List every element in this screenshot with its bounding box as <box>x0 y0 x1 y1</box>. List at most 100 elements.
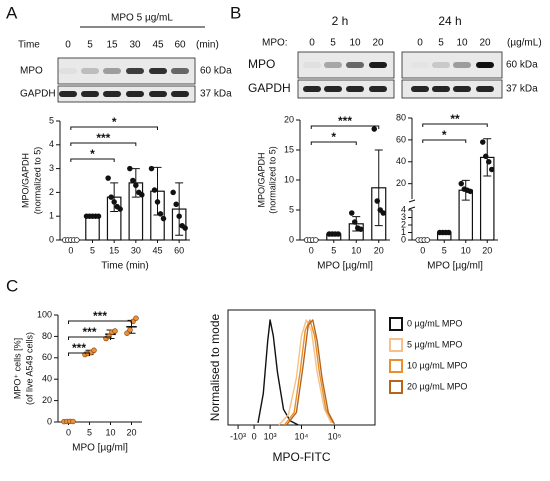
significance-bracket <box>68 352 90 356</box>
dose-tick: 10 <box>456 38 468 49</box>
blot-band <box>411 86 429 92</box>
data-point <box>371 126 378 132</box>
blot-band <box>324 86 342 92</box>
y-tick-label: 1 <box>401 227 406 237</box>
x-tick-label: 0 <box>420 245 425 255</box>
x-tick-label: 15 <box>109 245 119 255</box>
blot-row-size: 60 kDa <box>200 66 232 77</box>
y-tick-label: 1 <box>49 211 54 221</box>
blot-band <box>369 86 387 92</box>
significance-label: * <box>331 130 336 144</box>
blot-band <box>476 86 494 92</box>
blot-row-size: 37 kDa <box>506 84 538 95</box>
data-point <box>74 237 80 243</box>
data-point <box>380 210 387 216</box>
y-tick-label: 60 <box>42 352 52 362</box>
time-tick: 60 <box>174 40 186 51</box>
x-tick-label: 60 <box>174 245 184 255</box>
x-tick-label: 10 <box>105 427 115 437</box>
panel-label: B <box>230 3 241 22</box>
blot-band <box>59 68 77 74</box>
time-tick: 45 <box>152 40 164 51</box>
time-tick: 0 <box>65 40 71 51</box>
significance-bracket <box>70 142 137 146</box>
blot-band <box>149 68 167 74</box>
legend-label: 5 µg/mL MPO <box>407 339 462 349</box>
data-point <box>335 231 342 237</box>
x-tick-label: 10⁵ <box>328 431 342 441</box>
data-point <box>173 201 179 208</box>
y-tick-label: 100 <box>37 309 52 319</box>
blot-band <box>81 68 99 74</box>
time-label: Time <box>18 40 40 51</box>
significance-label: *** <box>82 325 96 339</box>
data-point <box>133 182 139 189</box>
data-point <box>176 213 182 219</box>
y-axis-label: MPO/GAPDH <box>20 153 30 208</box>
legend-label: 0 µg/mL MPO <box>407 318 462 328</box>
y-axis-label: (normalized to 5) <box>267 146 277 214</box>
data-point <box>489 166 495 173</box>
y-tick-label: 0 <box>401 234 406 244</box>
y-tick-label: 60 <box>396 134 406 144</box>
blot-band <box>303 62 321 68</box>
data-point <box>130 177 136 184</box>
data-point <box>170 189 176 196</box>
data-point <box>424 237 431 243</box>
error-bar <box>374 149 383 227</box>
significance-bracket <box>310 125 380 129</box>
panel-label: C <box>6 276 18 295</box>
data-point <box>127 165 133 172</box>
time-tick: 30 <box>129 40 141 51</box>
significance-bracket <box>422 123 488 127</box>
blot-row-name: MPO <box>248 57 275 71</box>
y-tick-label: 3 <box>401 212 406 222</box>
significance-label: *** <box>72 341 86 355</box>
histogram-curve <box>257 319 299 426</box>
time-tick: 5 <box>87 40 93 51</box>
data-point <box>160 215 167 222</box>
y-tick-label: 15 <box>284 144 294 154</box>
blot <box>401 79 503 99</box>
significance-label: ** <box>450 112 460 126</box>
data-point <box>446 229 452 236</box>
y-axis-label: (of live A549 cells) <box>24 332 34 405</box>
x-tick-label: 0 <box>66 427 71 437</box>
blot-row-name: MPO <box>20 66 43 77</box>
blot-band <box>81 91 99 97</box>
y-tick-label: 5 <box>49 115 54 125</box>
blot-band <box>171 68 189 74</box>
data-point <box>105 175 111 181</box>
data-point <box>91 347 97 354</box>
dose-tick: 20 <box>479 38 491 49</box>
x-tick-label: 5 <box>90 245 95 255</box>
blot-row-size: 37 kDa <box>200 89 232 100</box>
significance-label: * <box>112 115 117 129</box>
legend-swatch <box>389 317 403 331</box>
y-tick-label: 3 <box>49 163 54 173</box>
legend-label: 20 µg/mL MPO <box>407 381 467 391</box>
time-tick: 15 <box>106 40 118 51</box>
x-axis-label: MPO [µg/ml] <box>72 443 128 454</box>
x-tick-label: 0 <box>252 431 257 441</box>
blot-row-size: 60 kDa <box>506 60 538 71</box>
y-tick-label: 0 <box>49 234 54 244</box>
blot-title: 24 h <box>438 14 461 28</box>
y-tick-label: 20 <box>396 178 406 188</box>
x-tick-label: 20 <box>126 427 136 437</box>
blot-band <box>369 62 387 68</box>
x-axis-label: MPO [µg/ml] <box>427 261 483 272</box>
data-point <box>352 219 358 225</box>
x-tick-label: 0 <box>68 245 73 255</box>
blot-band <box>476 62 494 68</box>
y-tick-label: 40 <box>396 156 406 166</box>
blot-band <box>126 68 144 74</box>
y-tick-label: 20 <box>42 395 52 405</box>
data-point <box>483 153 489 160</box>
blot-band <box>103 91 121 97</box>
blot-band <box>103 68 121 74</box>
panel-label: A <box>6 3 18 22</box>
blot-band <box>324 62 342 68</box>
histogram-curve <box>286 319 336 426</box>
